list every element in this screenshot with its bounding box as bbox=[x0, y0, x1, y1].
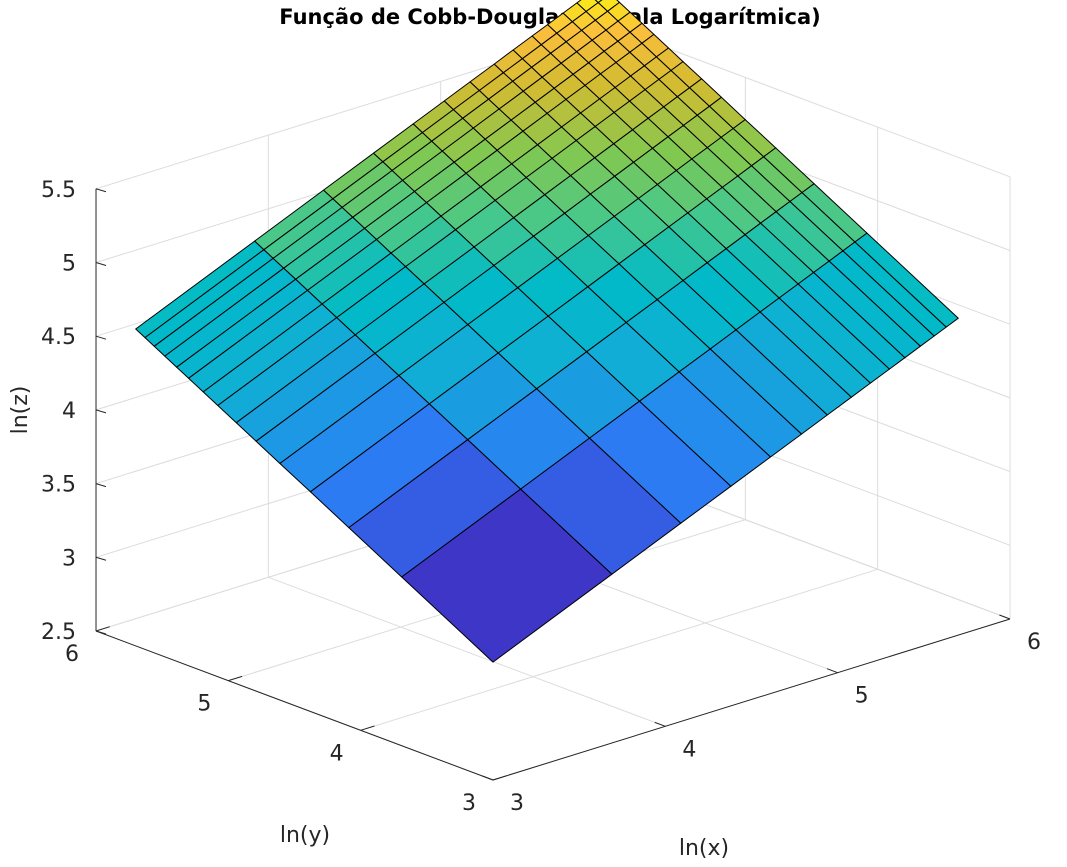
z-axis-tick bbox=[95, 188, 107, 193]
z-axis-tick bbox=[95, 630, 107, 635]
z-tick-label: 4 bbox=[62, 399, 76, 424]
y-axis-line bbox=[95, 630, 494, 781]
y-axis-tick bbox=[360, 725, 375, 731]
z-axis-label: ln(z) bbox=[8, 386, 33, 435]
surface-plot bbox=[135, 0, 959, 663]
y-tick-label: 6 bbox=[65, 642, 79, 667]
x-tick-label: 3 bbox=[510, 791, 524, 816]
y-axis-tick bbox=[228, 675, 243, 682]
z-tick-label: 3.5 bbox=[41, 473, 76, 498]
surface-cell bbox=[401, 488, 613, 663]
x-axis-tick bbox=[654, 721, 666, 727]
y-tick-label: 5 bbox=[197, 692, 211, 717]
x-tick-label: 6 bbox=[1027, 630, 1041, 655]
grid-line-right-z bbox=[612, 27, 1011, 178]
y-axis-tick bbox=[492, 775, 507, 781]
y-axis-tick bbox=[95, 626, 110, 632]
z-axis-tick bbox=[95, 409, 107, 414]
y-axis-label: ln(y) bbox=[280, 823, 330, 848]
x-axis-tick bbox=[482, 775, 494, 781]
z-tick-label: 5 bbox=[62, 251, 76, 276]
x-tick-label: 4 bbox=[682, 737, 696, 762]
z-axis-tick bbox=[95, 483, 107, 488]
x-axis-line bbox=[492, 618, 1011, 781]
grid-line-floor-x bbox=[268, 576, 666, 727]
z-axis-tick bbox=[95, 262, 107, 266]
x-axis-tick bbox=[999, 614, 1011, 620]
z-axis-tick bbox=[95, 335, 107, 340]
y-tick-label: 4 bbox=[330, 741, 344, 766]
axes bbox=[95, 188, 1011, 781]
z-tick-label: 3 bbox=[62, 546, 76, 571]
x-axis-label: ln(x) bbox=[679, 836, 729, 861]
x-axis-tick bbox=[826, 668, 838, 674]
y-tick-label: 3 bbox=[462, 791, 476, 816]
z-axis-tick bbox=[95, 556, 107, 561]
grid-line-floor-y bbox=[360, 568, 878, 731]
z-tick-label: 5.5 bbox=[41, 178, 76, 203]
z-tick-label: 4.5 bbox=[41, 325, 76, 350]
z-tick-label: 2.5 bbox=[41, 620, 76, 645]
x-tick-label: 5 bbox=[855, 684, 869, 709]
